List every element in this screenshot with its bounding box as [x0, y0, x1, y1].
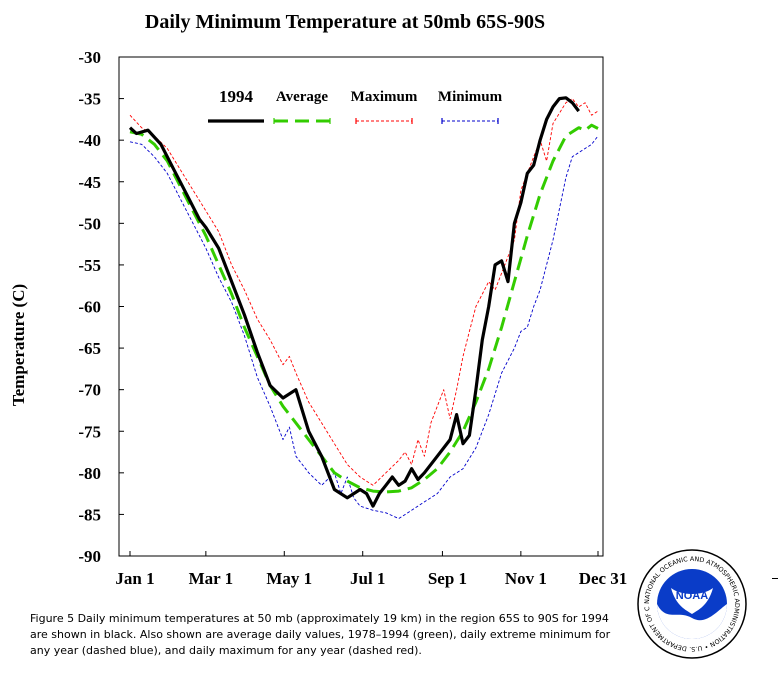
y-axis-ticks: -30 -35 -40 -45 -50 -55 -60 -65 -70 -75 -80 -85 -90: [78, 48, 124, 566]
y-tick-label: -85: [78, 505, 101, 524]
y-tick-label: -70: [78, 381, 101, 400]
noaa-logo: NATIONAL OCEANIC AND ATMOSPHERIC ADMINIS…: [636, 548, 747, 659]
y-tick-label: -80: [78, 464, 101, 483]
x-tick-label: Jan 1: [115, 569, 154, 588]
legend: 1994 Average Maximum Minimum: [208, 87, 503, 124]
series-line-maximum: [129, 98, 599, 486]
logo-wave: [657, 604, 727, 639]
series-line-average: [129, 123, 599, 494]
logo-text: NOAA: [676, 590, 708, 602]
legend-label-minimum: Minimum: [438, 89, 503, 105]
legend-label-average: Average: [276, 89, 329, 105]
y-tick-label: -90: [78, 547, 101, 566]
chart-title: Daily Minimum Temperature at 50mb 65S-90…: [145, 11, 545, 33]
x-tick-label: Nov 1: [505, 569, 547, 588]
x-tick-label: Sep 1: [428, 569, 467, 588]
logo-bird: [671, 588, 713, 614]
temperature-chart: Daily Minimum Temperature at 50mb 65S-90…: [9, 11, 627, 588]
y-tick-label: -60: [78, 298, 101, 317]
edge-mark: [772, 578, 778, 579]
y-tick-label: -50: [78, 214, 101, 233]
y-tick-label: -45: [78, 173, 101, 192]
y-tick-label: -35: [78, 90, 101, 109]
y-tick-label: -75: [78, 422, 101, 441]
y-tick-label: -30: [78, 48, 101, 67]
x-tick-label: May 1: [266, 569, 312, 588]
series-line-1994: [128, 96, 580, 508]
x-axis-ticks: Jan 1 Mar 1 May 1 Jul 1 Sep 1 Nov 1 Dec 31: [115, 551, 627, 588]
x-tick-label: Jul 1: [350, 569, 385, 588]
x-tick-label: Dec 31: [579, 569, 628, 588]
series-line-minimum: [129, 135, 599, 520]
y-tick-label: -65: [78, 339, 101, 358]
y-tick-label: -40: [78, 131, 101, 150]
legend-label-1994: 1994: [219, 87, 254, 106]
y-tick-label: -55: [78, 256, 101, 275]
figure-caption: Figure 5 Daily minimum temperatures at 5…: [30, 612, 611, 657]
y-axis-label: Temperature (C): [9, 284, 28, 406]
x-tick-label: Mar 1: [189, 569, 234, 588]
legend-label-maximum: Maximum: [351, 89, 418, 105]
series-layer: [128, 96, 599, 520]
plot-frame: [118, 56, 604, 557]
